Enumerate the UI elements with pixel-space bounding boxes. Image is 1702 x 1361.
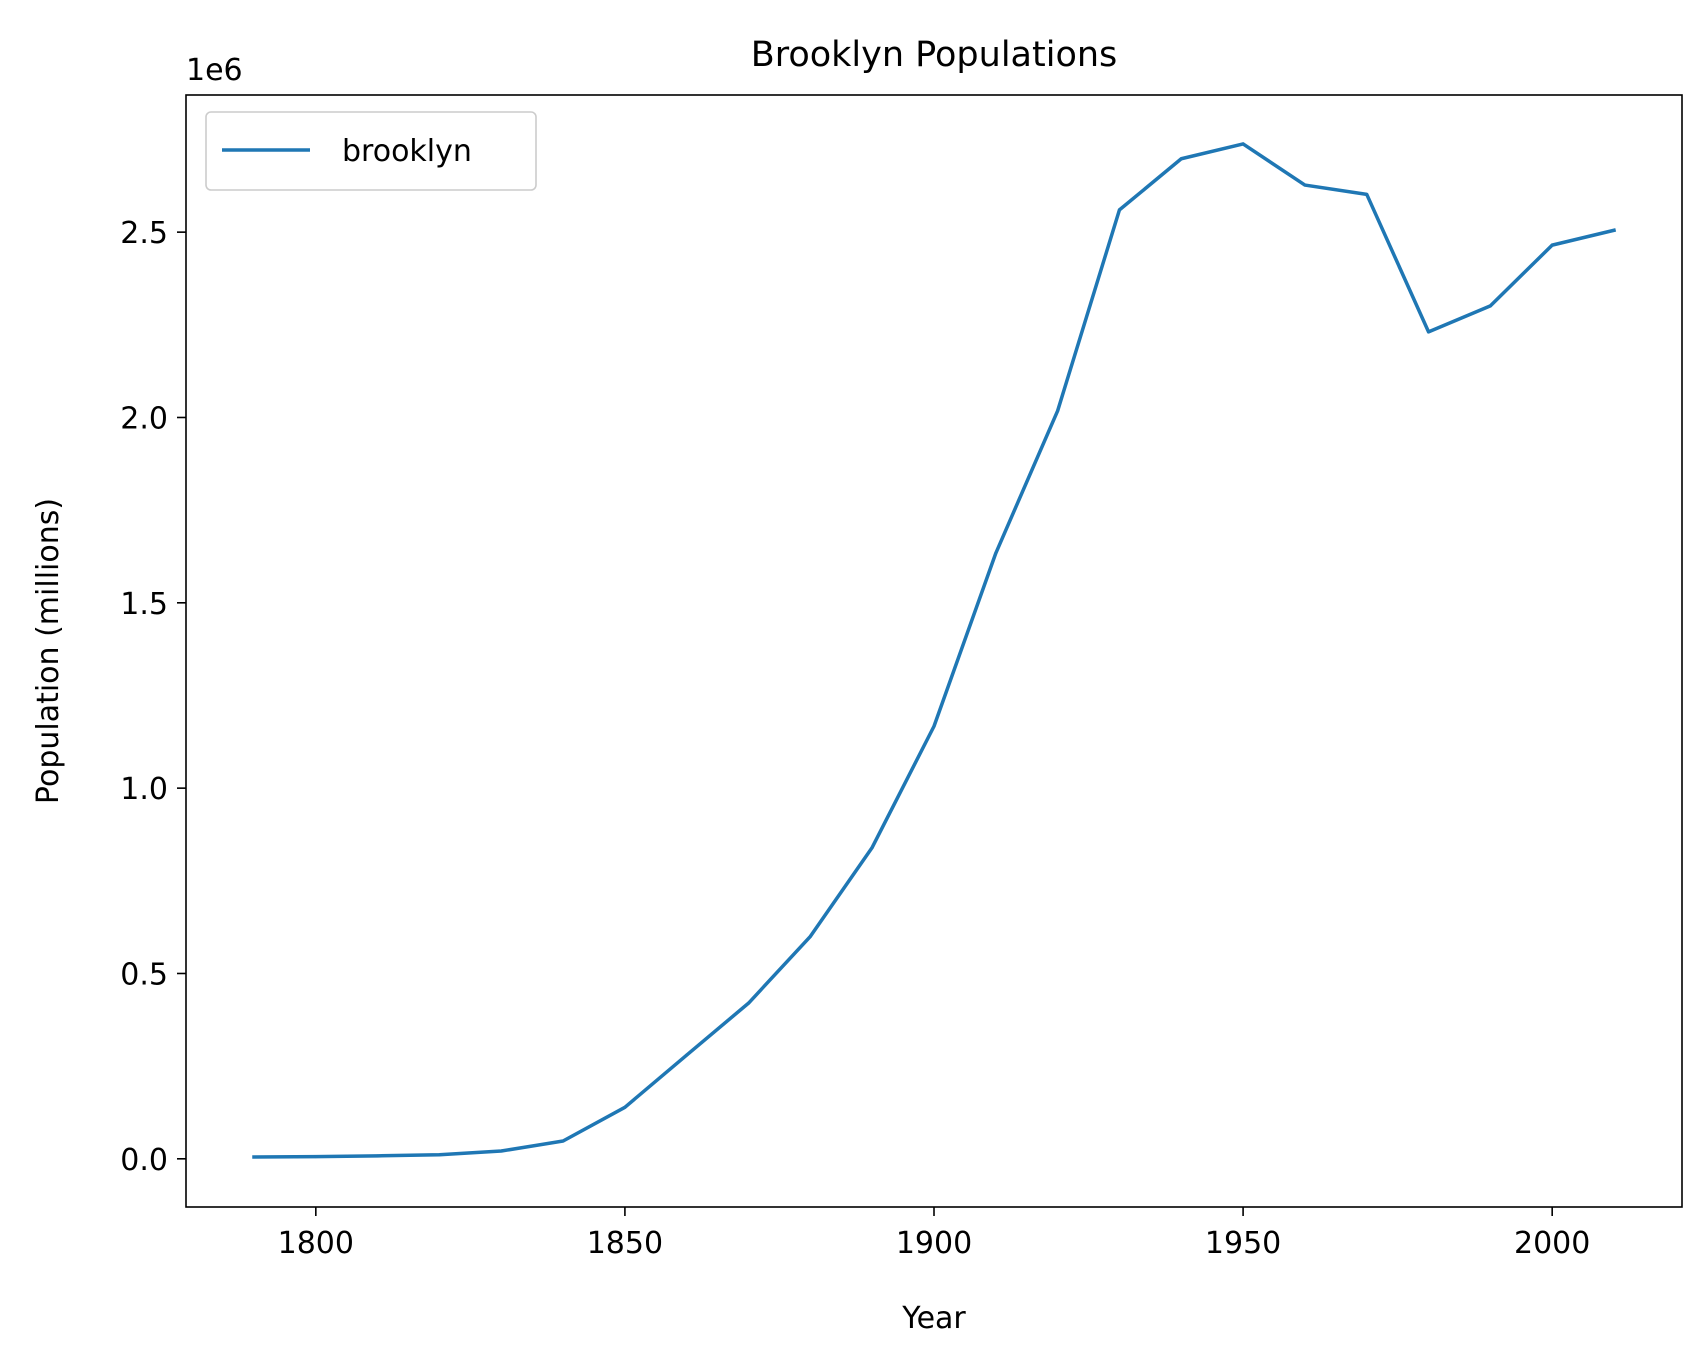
x-tick-label: 1800 xyxy=(278,1226,354,1261)
data-point xyxy=(1303,183,1307,187)
data-point xyxy=(1241,142,1245,146)
data-point xyxy=(1179,157,1183,161)
y-tick-label: 0.0 xyxy=(120,1143,168,1178)
data-point xyxy=(623,1105,627,1109)
data-point xyxy=(1488,304,1492,308)
y-tick-label: 2.5 xyxy=(120,216,168,251)
data-point xyxy=(685,1053,689,1057)
chart-title: Brooklyn Populations xyxy=(751,35,1118,75)
data-point xyxy=(1117,208,1121,212)
x-tick-label: 1850 xyxy=(587,1226,663,1261)
data-point xyxy=(870,845,874,849)
y-tick-label: 0.5 xyxy=(120,957,168,992)
x-axis: 1800 1850 1900 1950 2000 xyxy=(278,1207,1590,1261)
plot-frame xyxy=(185,94,1683,1208)
legend-box xyxy=(205,111,537,191)
data-point xyxy=(808,934,812,938)
data-point xyxy=(499,1149,503,1153)
data-point xyxy=(376,1154,380,1158)
y-axis: 0.0 0.5 1.0 1.5 2.0 2.5 xyxy=(120,216,186,1178)
data-point xyxy=(1056,409,1060,413)
y-tick-label: 2.0 xyxy=(120,401,168,436)
data-point xyxy=(1427,330,1431,334)
data-point xyxy=(252,1155,256,1159)
x-tick-label: 2000 xyxy=(1514,1226,1590,1261)
data-point xyxy=(932,724,936,728)
data-point xyxy=(1365,192,1369,196)
x-tick-label: 1950 xyxy=(1205,1226,1281,1261)
y-tick-label: 1.0 xyxy=(120,772,168,807)
data-point xyxy=(1612,228,1616,232)
y-tick-label: 1.5 xyxy=(120,587,168,622)
data-point xyxy=(1550,243,1554,247)
y-axis-offset-label: 1e6 xyxy=(186,53,243,88)
data-point xyxy=(747,1001,751,1005)
legend: brooklyn xyxy=(205,111,537,191)
x-tick-label: 1900 xyxy=(896,1226,972,1261)
data-point xyxy=(437,1153,441,1157)
series-layer xyxy=(252,142,1617,1159)
plot-area-background xyxy=(186,95,1682,1207)
data-point xyxy=(561,1139,565,1143)
y-axis-label: Population (millions) xyxy=(31,498,66,804)
data-point xyxy=(994,551,998,555)
data-point xyxy=(314,1155,318,1159)
legend-label-brooklyn: brooklyn xyxy=(342,134,472,169)
x-axis-label: Year xyxy=(901,1301,966,1336)
